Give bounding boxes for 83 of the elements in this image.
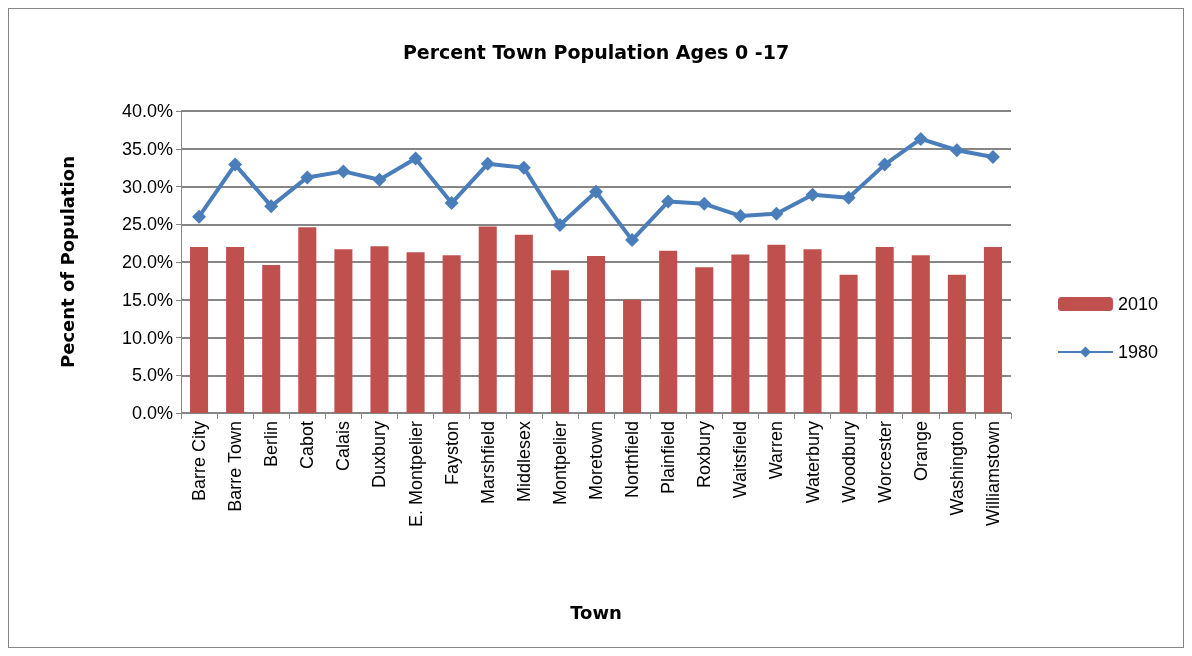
bar xyxy=(839,274,858,413)
bar xyxy=(334,249,353,413)
bar xyxy=(803,249,822,413)
bar xyxy=(514,234,533,413)
bar xyxy=(226,246,245,413)
point xyxy=(733,208,748,223)
y-tick-label: 10.0% xyxy=(121,327,173,348)
point xyxy=(300,170,315,185)
point xyxy=(913,131,928,146)
x-tick-label: Warren xyxy=(766,421,787,480)
y-tick-label: 5.0% xyxy=(131,365,173,386)
x-tick-label: Orange xyxy=(910,421,931,482)
point xyxy=(516,160,531,175)
x-tick-label: Roxbury xyxy=(694,421,715,489)
point xyxy=(408,151,423,166)
x-tick-label: Middlesex xyxy=(513,421,534,503)
x-tick-label: Marshfield xyxy=(477,421,498,505)
y-tick-label: 30.0% xyxy=(121,176,173,197)
bar xyxy=(731,254,750,413)
bar xyxy=(983,246,1002,413)
y-tick-label: 35.0% xyxy=(121,138,173,159)
x-tick-label: Duxbury xyxy=(369,421,390,489)
x-tick-label: Waterbury xyxy=(802,421,823,504)
bar xyxy=(695,267,714,413)
y-tick-label: 0.0% xyxy=(131,403,173,423)
point xyxy=(480,156,495,171)
point xyxy=(625,233,640,248)
y-tick-label: 25.0% xyxy=(121,214,173,235)
bar xyxy=(586,255,606,413)
x-tick-label: Worcester xyxy=(874,421,895,503)
y-tick-label: 20.0% xyxy=(121,252,173,272)
x-tick-label: Cabot xyxy=(297,421,318,470)
x-tick-label: Williamstown xyxy=(982,421,1003,527)
legend-label: 2010 xyxy=(1117,294,1158,314)
bar xyxy=(442,255,461,413)
point xyxy=(877,157,892,172)
bar xyxy=(875,246,894,413)
point xyxy=(805,187,820,202)
x-tick-label: Northfield xyxy=(622,421,643,499)
y-axis-title: Pecent of Population xyxy=(56,156,78,368)
x-tick-label: Berlin xyxy=(261,421,282,468)
point xyxy=(372,172,387,187)
y-tick-label: 15.0% xyxy=(121,289,173,310)
x-tick-label: Fayston xyxy=(441,421,462,486)
x-tick-label: Woodbury xyxy=(838,421,859,503)
bar xyxy=(262,265,281,413)
bar xyxy=(623,299,642,413)
x-tick-label: Waitsfield xyxy=(730,421,751,499)
bar xyxy=(911,255,930,413)
y-tick-label: 40.0% xyxy=(121,101,173,121)
x-tick-label: Montpelier xyxy=(549,421,570,506)
point xyxy=(336,164,351,179)
chart-title: Percent Town Population Ages 0 -17 xyxy=(402,40,790,63)
point xyxy=(264,199,279,214)
bar xyxy=(550,270,569,413)
point xyxy=(228,157,243,172)
point xyxy=(444,196,459,211)
point xyxy=(552,218,567,233)
point xyxy=(661,194,676,209)
bar xyxy=(370,246,389,413)
x-tick-label: Barre City xyxy=(189,421,210,502)
bar xyxy=(298,227,317,413)
legend-label: 1980 xyxy=(1117,342,1158,362)
x-tick-label: Calais xyxy=(333,421,354,472)
point xyxy=(192,209,207,224)
x-tick-label: Barre Town xyxy=(225,421,246,512)
x-axis-title: Town xyxy=(570,601,622,623)
x-tick-label: Moretown xyxy=(586,421,606,501)
bar xyxy=(947,274,966,413)
point xyxy=(589,184,603,199)
bar xyxy=(190,246,209,413)
bar xyxy=(406,252,425,413)
point xyxy=(841,190,856,205)
x-tick-label: Plainfield xyxy=(658,421,679,495)
point xyxy=(769,206,784,221)
bar xyxy=(659,250,678,413)
point xyxy=(985,150,1000,165)
x-tick-label: Washington xyxy=(946,421,967,516)
x-tick-label: E. Montpelier xyxy=(405,421,426,528)
bar xyxy=(478,226,497,413)
point xyxy=(697,196,712,211)
point xyxy=(949,143,964,158)
bar xyxy=(767,244,786,413)
